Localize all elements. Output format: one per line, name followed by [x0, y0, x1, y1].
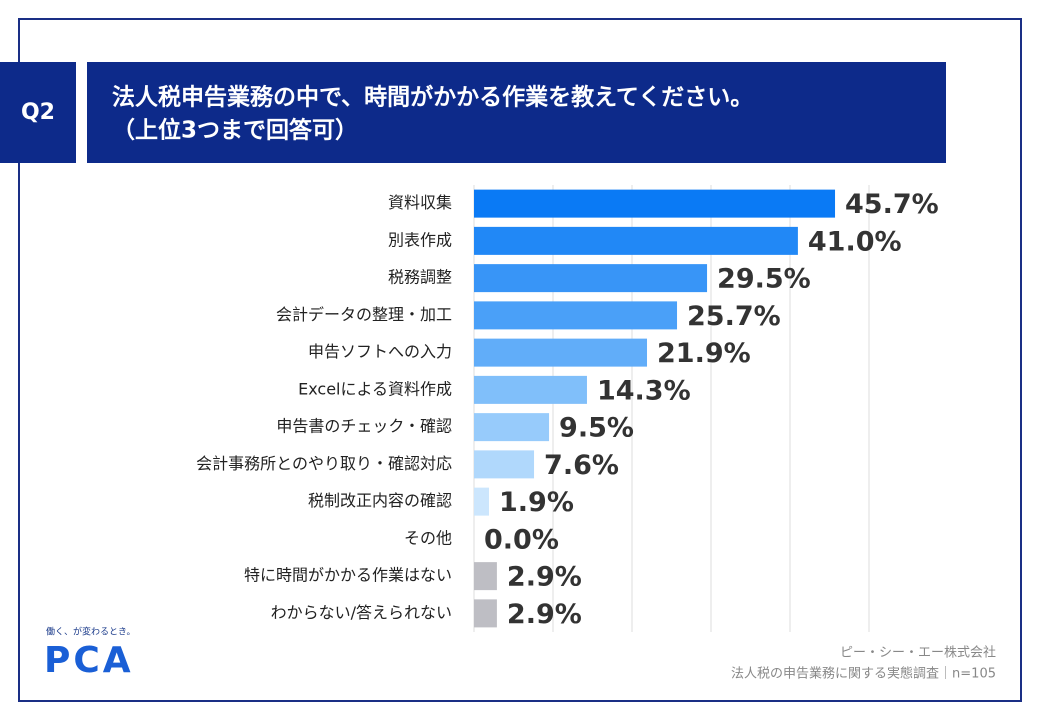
value-label: 41.0%: [808, 226, 902, 257]
logo: PCA: [44, 640, 134, 681]
value-label: 21.9%: [657, 338, 751, 369]
q-label: Q2: [21, 100, 55, 125]
value-label: 45.7%: [845, 189, 939, 220]
bar: [474, 562, 497, 591]
chart-subtitle: （上位3つまで回答可）: [112, 117, 358, 144]
value-label: 9.5%: [559, 413, 634, 444]
category-label: Excelによる資料作成: [298, 379, 452, 398]
value-label: 7.6%: [544, 450, 619, 481]
bar: [474, 189, 836, 218]
bar: [474, 338, 648, 367]
category-label: 税務調整: [388, 268, 452, 287]
source: ピー・シー・エー株式会社: [840, 645, 996, 661]
bar: [474, 264, 708, 293]
q-box: [0, 62, 76, 163]
category-label: 資料収集: [388, 193, 452, 212]
bar: [474, 375, 587, 404]
logo-tagline: 働く、が変わるとき。: [46, 626, 136, 638]
chart-title: 法人税申告業務の中で、時間がかかる作業を教えてください。: [112, 84, 753, 111]
title-box: [87, 62, 946, 163]
plot: 資料収集 45.7% 別表作成 41.0% 税務調整 29.5% 会計データの整理・加工 25…: [196, 185, 939, 632]
bar: [474, 413, 550, 442]
category-label: 特に時間がかかる作業はない: [244, 566, 452, 585]
value-label: 0.0%: [484, 524, 559, 555]
value-label: 29.5%: [717, 264, 811, 295]
value-label: 25.7%: [687, 301, 781, 332]
bar: [474, 226, 798, 255]
bar: [474, 301, 678, 330]
category-label: その他: [404, 528, 452, 547]
category-label: わからない/答えられない: [271, 603, 452, 622]
value-label: 2.9%: [507, 599, 582, 630]
value-label: 2.9%: [507, 562, 582, 593]
value-label: 1.9%: [499, 487, 574, 518]
category-label: 会計データの整理・加工: [276, 305, 452, 324]
category-label: 会計事務所とのやり取り・確認対応: [196, 454, 452, 473]
bar: [474, 487, 490, 516]
bar: [474, 450, 535, 479]
source: 法人税の申告業務に関する実態調査｜n=105: [731, 666, 996, 682]
category-label: 申告書のチェック・確認: [276, 417, 452, 436]
category-label: 別表作成: [388, 230, 452, 249]
value-label: 14.3%: [597, 375, 691, 406]
category-label: 税制改正内容の確認: [308, 491, 452, 510]
bar: [474, 599, 497, 628]
category-label: 申告ソフトへの入力: [308, 342, 452, 361]
